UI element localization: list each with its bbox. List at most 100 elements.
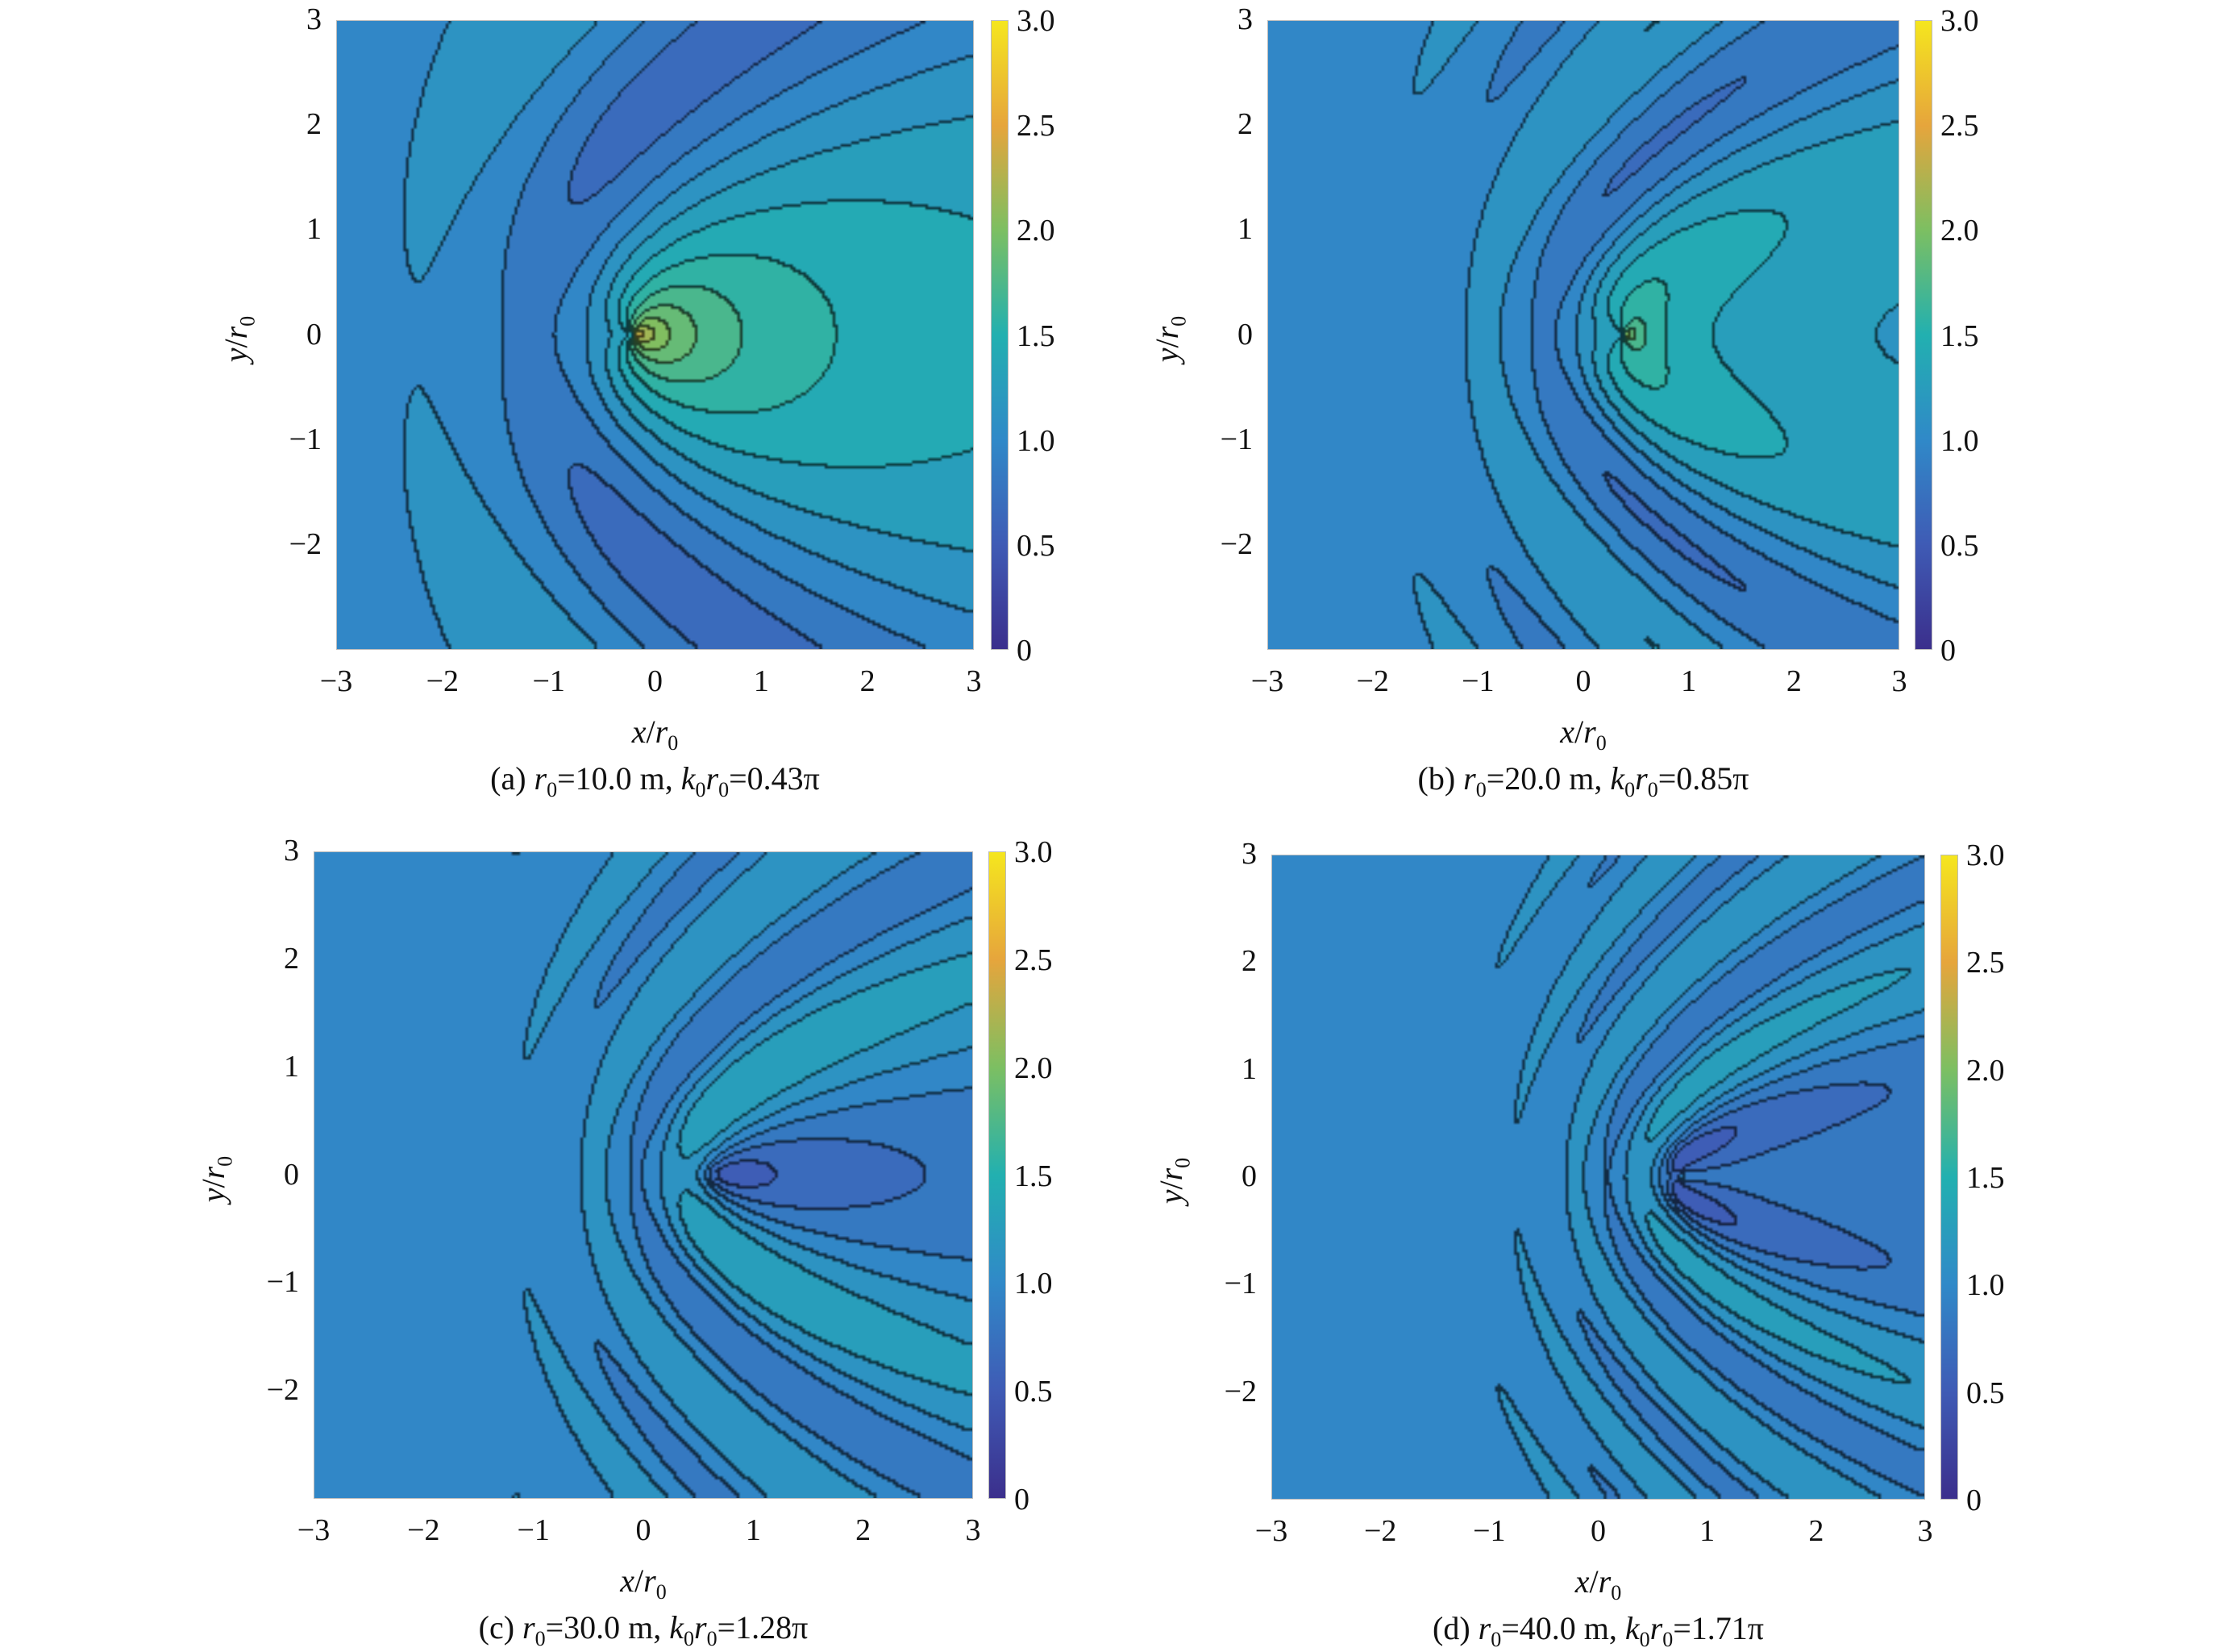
x-tick-label: −1 [532, 664, 565, 698]
text-fragment: (b) [1417, 760, 1464, 797]
text-fragment: 0 [547, 778, 558, 802]
text-fragment: / [646, 714, 655, 750]
text-fragment: 0 [695, 778, 706, 802]
x-tick-label: 3 [1917, 1514, 1933, 1548]
y-tick-label: 0 [306, 317, 322, 352]
x-tick-label: 2 [859, 664, 876, 698]
y-tick-label: 1 [284, 1049, 299, 1084]
text-fragment: / [634, 1563, 644, 1599]
y-tick-label: −2 [1220, 526, 1253, 561]
text-fragment: 0 [1662, 1628, 1674, 1652]
y-tick-label: 3 [306, 2, 322, 36]
text-fragment: r [1153, 1167, 1190, 1181]
x-tick-label: −2 [407, 1513, 440, 1547]
contour-canvas [1272, 855, 1924, 1499]
x-tick-label: 2 [855, 1513, 871, 1547]
colorbar-tick-label: 0.5 [1940, 528, 1979, 563]
text-fragment: / [195, 1178, 232, 1188]
x-tick-label: −1 [1462, 664, 1495, 698]
y-tick-label: 0 [284, 1157, 299, 1192]
text-fragment: r [1478, 1610, 1491, 1646]
x-tick-label: 0 [647, 664, 663, 698]
text-fragment: =1.28π [717, 1609, 809, 1646]
y-tick-label: 0 [1242, 1159, 1257, 1193]
colorbar-tick-label: 2.0 [1966, 1053, 2005, 1088]
colorbar-tick-label: 2.5 [1014, 943, 1053, 977]
text-fragment: x [631, 714, 647, 750]
text-fragment: =10.0 m, [557, 760, 681, 797]
y-tick-label: 3 [284, 834, 299, 868]
x-tick-label: −3 [1254, 1514, 1288, 1548]
text-fragment: 0 [1595, 731, 1607, 755]
colorbar-tick-label: 3.0 [1940, 4, 1979, 38]
colorbar-tick-label: 2.0 [1017, 214, 1055, 248]
text-fragment: r [1598, 1563, 1612, 1600]
contour-plot-b [1267, 20, 1899, 650]
y-tick-label: 1 [306, 212, 322, 247]
text-fragment: r [522, 1609, 535, 1646]
x-tick-label: 1 [1681, 664, 1697, 698]
x-tick-label: 0 [1575, 664, 1591, 698]
x-tick-label: 3 [965, 1513, 981, 1547]
colorbar-tick-label: 3.0 [1017, 4, 1055, 38]
colorbar-tick-label: 1.0 [1966, 1268, 2005, 1303]
colorbar-tick-label: 2.5 [1017, 109, 1055, 144]
x-tick-label: −1 [517, 1513, 550, 1547]
text-fragment: / [1149, 338, 1186, 348]
text-fragment: x [1574, 1563, 1590, 1600]
x-tick-label: −2 [1356, 664, 1389, 698]
y-tick-label: −1 [1224, 1267, 1257, 1301]
contour-plot-d [1271, 855, 1925, 1500]
y-axis-label: y/r0 [1152, 1158, 1195, 1204]
text-fragment: 0 [1167, 315, 1191, 327]
x-axis-label: x/r0 [632, 713, 678, 755]
colorbar-tick-label: 2.5 [1966, 946, 2005, 980]
text-fragment: =0.85π [1657, 760, 1749, 797]
text-fragment: 0 [1475, 778, 1487, 802]
text-fragment: r [1635, 760, 1648, 797]
y-tick-label: −2 [266, 1373, 299, 1408]
text-fragment: =0.43π [729, 760, 820, 797]
text-fragment: r [705, 760, 719, 797]
panel-caption: (b) r0=20.0 m, k0r0=0.85π [1418, 759, 1749, 802]
text-fragment: 0 [1491, 1628, 1502, 1652]
colorbar-tick-label: 3.0 [1014, 835, 1053, 869]
x-tick-label: 2 [1808, 1514, 1824, 1548]
x-axis-label: x/r0 [1560, 713, 1606, 755]
text-fragment: 0 [235, 315, 260, 327]
text-fragment: 0 [706, 1627, 717, 1651]
contour-plot-c [314, 851, 973, 1499]
text-fragment: 0 [1647, 778, 1658, 802]
contour-canvas [337, 21, 973, 649]
x-tick-label: 1 [1699, 1514, 1716, 1548]
text-fragment: y [1153, 1189, 1190, 1205]
text-fragment: 0 [655, 1580, 667, 1604]
text-fragment: y [1149, 347, 1186, 362]
colorbar-tick-label: 1.0 [1017, 423, 1055, 458]
text-fragment: k [1610, 760, 1625, 797]
text-fragment: x [1560, 714, 1575, 750]
x-tick-label: 0 [635, 1513, 651, 1547]
colorbar [1915, 20, 1932, 650]
text-fragment: / [1574, 714, 1584, 750]
text-fragment: 0 [668, 731, 679, 755]
colorbar-tick-label: 2.5 [1940, 109, 1979, 144]
x-tick-label: −3 [297, 1513, 331, 1547]
y-tick-label: −1 [1220, 422, 1253, 456]
y-tick-label: −2 [1224, 1374, 1257, 1409]
text-fragment: r [694, 1609, 707, 1646]
contour-canvas [314, 852, 972, 1498]
y-tick-label: 2 [1237, 107, 1253, 142]
text-fragment: r [643, 1563, 656, 1599]
text-fragment: =20.0 m, [1486, 760, 1611, 797]
y-tick-label: −2 [289, 526, 322, 561]
y-axis-label: y/r0 [1148, 315, 1191, 361]
text-fragment: k [680, 760, 696, 797]
x-tick-label: 1 [745, 1513, 761, 1547]
colorbar-tick-label: 1.5 [1940, 318, 1979, 353]
text-fragment: / [1589, 1563, 1599, 1600]
y-tick-label: 0 [1237, 317, 1253, 352]
colorbar-tick-label: 3.0 [1966, 838, 2005, 872]
contour-canvas [1268, 21, 1899, 649]
x-tick-label: 1 [753, 664, 769, 698]
